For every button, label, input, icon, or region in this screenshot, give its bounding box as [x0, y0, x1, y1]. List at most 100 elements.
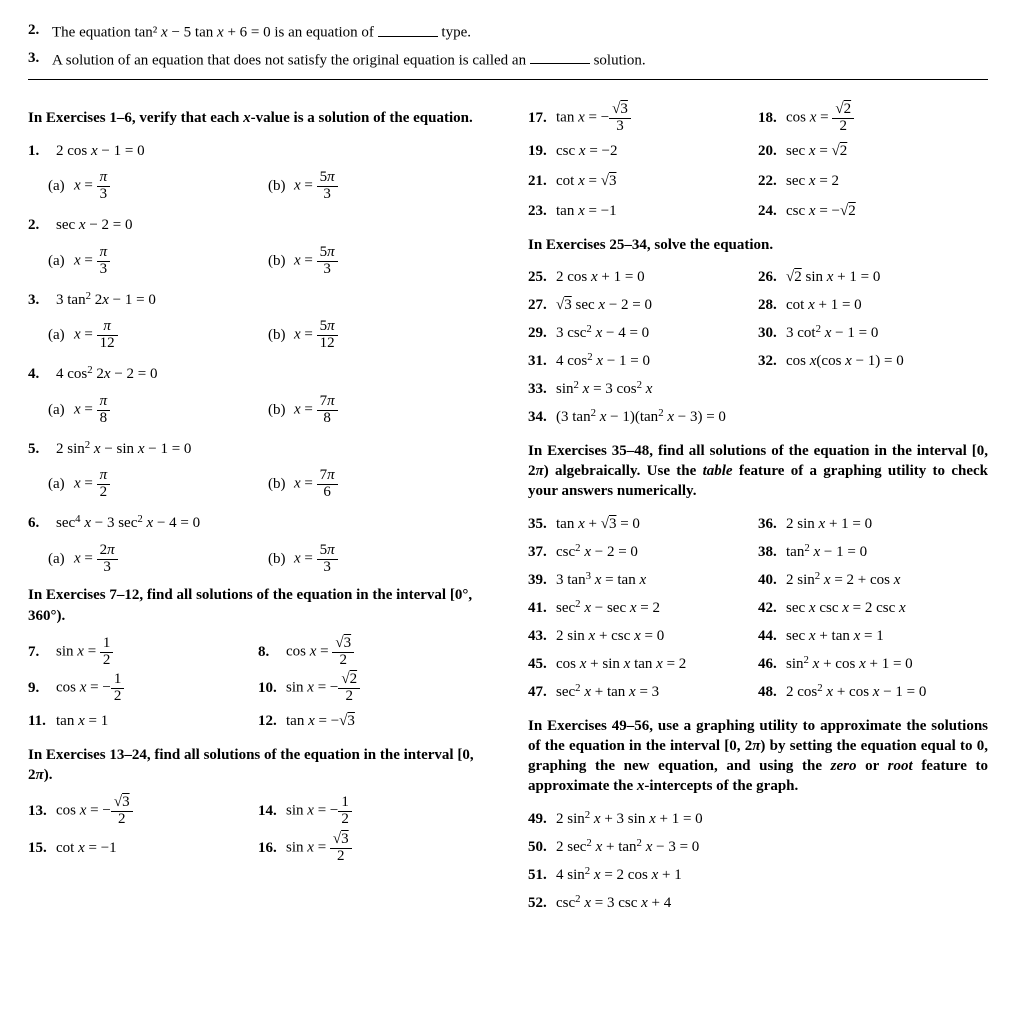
ex-2-sub: (a) x = π3 (b) x = 5π3	[48, 245, 488, 278]
n45: 45.	[528, 656, 556, 673]
q3-blank	[530, 50, 590, 65]
h1b: x	[243, 110, 251, 126]
eq34: (3 tan2 x − 1)(tan2 x − 3) = 0	[556, 409, 726, 426]
head-13-24: In Exercises 13–24, find all solutions o…	[28, 745, 488, 786]
ex-1: 1. 2 cos x − 1 = 0	[28, 138, 488, 164]
n23: 23.	[528, 203, 556, 220]
6a: (a)	[48, 551, 74, 568]
2b-eq: x = 5π3	[294, 245, 338, 278]
3a: (a)	[48, 327, 74, 344]
row-52: 52.csc2 x = 3 csc x + 4	[528, 891, 988, 917]
ex-6-sub: (a) x = 2π3 (b) x = 5π3	[48, 543, 488, 576]
n8: 8.	[258, 644, 286, 661]
ex-4-sub: (a) x = π8 (b) x = 7π8	[48, 394, 488, 427]
n27: 27.	[528, 297, 556, 314]
3a-eq: x = π12	[74, 319, 118, 352]
n35: 35.	[528, 516, 556, 533]
1b-eq: x = 5π3	[294, 170, 338, 203]
n42: 42.	[758, 600, 786, 617]
row-7-8: 7. sin x = 12 8. cos x = √32	[28, 636, 488, 669]
eq12: tan x = −√3	[286, 713, 355, 730]
eq31: 4 cos2 x − 1 = 0	[556, 353, 650, 370]
row-49: 49.2 sin2 x + 3 sin x + 1 = 0	[528, 807, 988, 833]
1a: (a)	[48, 178, 74, 195]
n50: 50.	[528, 839, 556, 856]
eq8: cos x = √32	[286, 636, 354, 669]
eq20: sec x = √2	[786, 143, 847, 160]
n6: 6.	[28, 515, 56, 532]
eq45: cos x + sin x tan x = 2	[556, 656, 686, 673]
n43: 43.	[528, 628, 556, 645]
row-47-48: 47.sec2 x + tan x = 3 48.2 cos2 x + cos …	[528, 680, 988, 706]
4a-eq: x = π8	[74, 394, 110, 427]
two-column-layout: In Exercises 1–6, verify that each x-val…	[28, 98, 988, 919]
n9: 9.	[28, 680, 56, 697]
row-33: 33.sin2 x = 3 cos2 x	[528, 377, 988, 403]
eq24: csc x = −√2	[786, 203, 856, 220]
eq3: 3 tan2 2x − 1 = 0	[56, 292, 156, 309]
n19: 19.	[528, 143, 556, 160]
row-25-26: 25.2 cos x + 1 = 0 26.√2 sin x + 1 = 0	[528, 265, 988, 291]
eq52: csc2 x = 3 csc x + 4	[556, 895, 671, 912]
n48: 48.	[758, 684, 786, 701]
3b-eq: x = 5π12	[294, 319, 338, 352]
n15: 15.	[28, 840, 56, 857]
n36: 36.	[758, 516, 786, 533]
n17: 17.	[528, 110, 556, 127]
n46: 46.	[758, 656, 786, 673]
row-19-20: 19. csc x = −2 20. sec x = √2	[528, 139, 988, 165]
n24: 24.	[758, 203, 786, 220]
left-column: In Exercises 1–6, verify that each x-val…	[28, 98, 488, 919]
ex-5: 5. 2 sin2 x − sin x − 1 = 0	[28, 436, 488, 462]
n4: 4.	[28, 366, 56, 383]
n28: 28.	[758, 297, 786, 314]
row-43-44: 43.2 sin x + csc x = 0 44.sec x + tan x …	[528, 624, 988, 650]
n44: 44.	[758, 628, 786, 645]
h49e: or	[856, 758, 887, 774]
6b: (b)	[268, 551, 294, 568]
h13a: In Exercises 13–24, find all solutions o…	[28, 747, 474, 783]
row-31-32: 31.4 cos2 x − 1 = 0 32.cos x(cos x − 1) …	[528, 349, 988, 375]
1b: (b)	[268, 178, 294, 195]
row-50: 50.2 sec2 x + tan2 x − 3 = 0	[528, 835, 988, 861]
q2-blank	[378, 22, 438, 37]
n52: 52.	[528, 895, 556, 912]
q3-pre: A solution of an equation that does not …	[52, 52, 530, 68]
q3-text: A solution of an equation that does not …	[52, 50, 988, 70]
q2-mid1: − 5 tan	[168, 25, 217, 41]
eq40: 2 sin2 x = 2 + cos x	[786, 572, 900, 589]
row-27-28: 27.√3 sec x − 2 = 0 28.cot x + 1 = 0	[528, 293, 988, 319]
h49i: -intercepts of the graph.	[644, 778, 798, 794]
h35d: table	[703, 463, 733, 479]
n18: 18.	[758, 110, 786, 127]
5b-eq: x = 7π6	[294, 468, 338, 501]
n33: 33.	[528, 381, 556, 398]
n13: 13.	[28, 803, 56, 820]
eq2: sec x − 2 = 0	[56, 217, 133, 234]
n37: 37.	[528, 544, 556, 561]
h13b: π	[36, 767, 44, 783]
eq39: 3 tan3 x = tan x	[556, 572, 646, 589]
eq5: 2 sin2 x − sin x − 1 = 0	[56, 441, 191, 458]
3b: (b)	[268, 327, 294, 344]
eq36: 2 sin x + 1 = 0	[786, 516, 872, 533]
2a: (a)	[48, 253, 74, 270]
q2-var2: x	[217, 25, 224, 41]
h49d: zero	[831, 758, 857, 774]
q2-pre: The equation tan²	[52, 25, 161, 41]
eq23: tan x = −1	[556, 203, 617, 220]
n2: 2.	[28, 217, 56, 234]
eq35: tan x + √3 = 0	[556, 516, 640, 533]
h13c: ).	[44, 767, 53, 783]
n5: 5.	[28, 441, 56, 458]
eq27: √3 sec x − 2 = 0	[556, 297, 652, 314]
n22: 22.	[758, 173, 786, 190]
q3-num: 3.	[28, 50, 52, 70]
4a: (a)	[48, 402, 74, 419]
row-51: 51.4 sin2 x = 2 cos x + 1	[528, 863, 988, 889]
row-41-42: 41.sec2 x − sec x = 2 42.sec x csc x = 2…	[528, 596, 988, 622]
row-9-10: 9. cos x = −12 10. sin x = −√22	[28, 672, 488, 705]
eq1: 2 cos x − 1 = 0	[56, 143, 145, 160]
eq18: cos x = √22	[786, 102, 854, 135]
eq51: 4 sin2 x = 2 cos x + 1	[556, 867, 682, 884]
